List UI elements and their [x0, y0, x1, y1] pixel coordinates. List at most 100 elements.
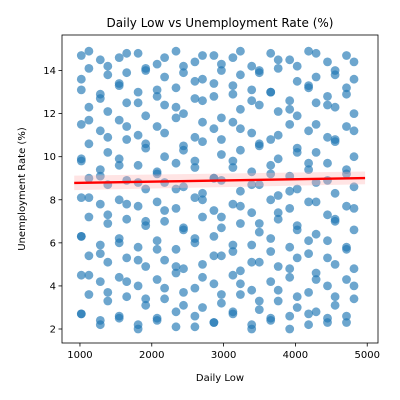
data-point [247, 61, 257, 71]
data-point [323, 57, 332, 67]
data-point [171, 113, 181, 123]
data-point [209, 206, 219, 215]
data-point [266, 169, 276, 179]
data-point [342, 318, 351, 327]
data-point [266, 247, 276, 256]
data-point [209, 92, 219, 101]
data-point [330, 188, 340, 198]
data-point [217, 212, 226, 222]
data-point [330, 300, 340, 310]
data-point [349, 281, 359, 291]
data-point [171, 268, 181, 278]
data-point [84, 102, 94, 112]
x-tick-label: 1000 [67, 350, 92, 361]
data-point [254, 180, 264, 190]
data-point [160, 283, 170, 293]
data-point [285, 264, 295, 274]
data-point [254, 227, 264, 237]
data-point [133, 281, 143, 291]
data-point [304, 320, 313, 330]
data-point [103, 210, 113, 220]
data-point [160, 216, 170, 226]
data-point [228, 81, 238, 90]
data-point [349, 57, 359, 67]
data-point [247, 208, 257, 218]
data-point [273, 285, 283, 295]
data-point [254, 296, 264, 306]
data-point [285, 96, 295, 106]
data-point [141, 64, 151, 73]
data-point [160, 206, 170, 215]
data-point [76, 309, 86, 319]
data-point [103, 257, 113, 267]
data-point [273, 191, 283, 200]
plot-area [74, 46, 366, 334]
data-point [292, 76, 302, 86]
data-point [171, 46, 181, 56]
data-point [342, 83, 351, 93]
data-point [103, 61, 113, 71]
data-point [152, 244, 162, 254]
data-point [76, 85, 86, 95]
data-point [114, 313, 124, 323]
data-point [323, 100, 332, 110]
data-point [266, 234, 276, 243]
data-point [152, 316, 162, 325]
data-point [179, 182, 188, 192]
data-point [198, 303, 207, 312]
data-point [266, 48, 276, 58]
data-point [84, 139, 94, 149]
data-point [349, 182, 359, 192]
data-point [228, 240, 238, 250]
data-point [266, 195, 276, 205]
data-point [190, 322, 200, 332]
data-point [247, 320, 257, 330]
data-point [209, 124, 219, 134]
data-point [342, 242, 351, 252]
data-point [114, 272, 124, 282]
data-point [285, 55, 295, 65]
data-point [152, 92, 162, 101]
data-point [330, 102, 340, 112]
data-point [133, 324, 143, 334]
data-point [133, 48, 143, 58]
data-point [228, 199, 238, 209]
data-point [273, 154, 283, 164]
data-point [236, 201, 245, 211]
data-point [349, 294, 359, 304]
data-point [247, 167, 257, 177]
data-point [103, 107, 113, 116]
x-axis-ticks: 1000 2000 3000 4000 5000 [67, 343, 380, 361]
data-point [311, 48, 321, 58]
data-point [236, 219, 245, 228]
data-point [266, 313, 276, 323]
data-point [273, 55, 283, 65]
data-point [114, 79, 124, 88]
data-point [190, 132, 200, 142]
points-layer [76, 46, 359, 334]
data-point [122, 253, 132, 263]
data-point [304, 83, 313, 93]
data-point [304, 165, 313, 175]
data-point [122, 292, 132, 302]
data-point [76, 270, 86, 280]
x-tick-label: 3000 [211, 350, 236, 361]
data-point [304, 126, 313, 136]
x-axis-label: Daily Low [196, 373, 244, 384]
data-point [95, 126, 105, 136]
data-point [228, 89, 238, 99]
data-point [217, 66, 226, 75]
data-point [122, 135, 132, 144]
data-point [254, 305, 264, 314]
y-tick-label: 2 [50, 325, 56, 336]
data-point [342, 89, 351, 99]
data-point [285, 311, 295, 321]
data-point [228, 307, 238, 317]
data-point [152, 59, 162, 69]
data-point [323, 236, 332, 246]
data-point [84, 193, 94, 203]
data-point [160, 100, 170, 110]
data-point [292, 61, 302, 71]
data-point [292, 111, 302, 121]
data-point [171, 102, 181, 112]
